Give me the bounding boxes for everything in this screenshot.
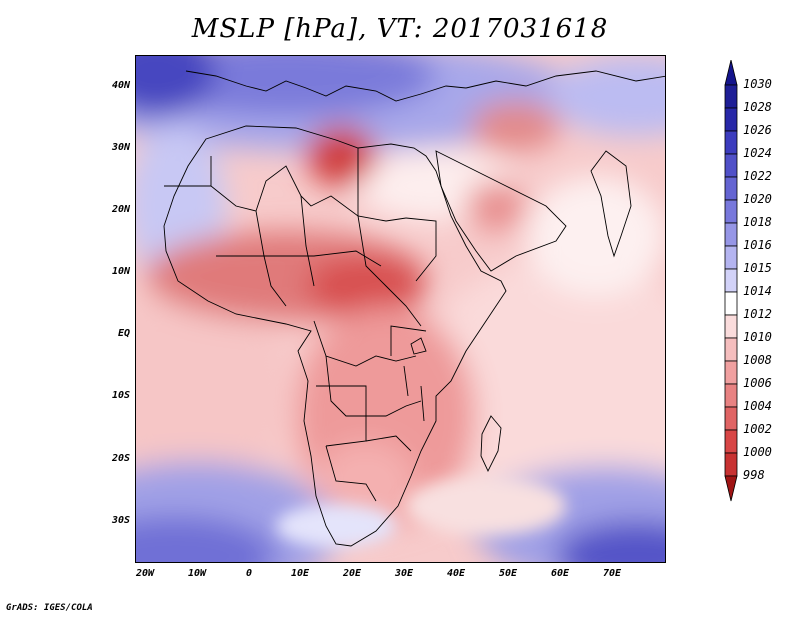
colorbar-swatch-1018 — [724, 222, 738, 247]
colorbar-label-1014: 1014 — [743, 284, 772, 298]
map-title: MSLP [hPa], VT: 2017031618 — [191, 14, 609, 44]
colorbar-swatch-1020 — [724, 199, 738, 224]
colorbar-swatch-1008 — [724, 360, 738, 385]
colorbar-label-1010: 1010 — [743, 330, 772, 344]
colorbar-label-1006: 1006 — [743, 376, 772, 390]
colorbar-swatch-1028 — [724, 107, 738, 132]
colorbar-label-1016: 1016 — [743, 238, 772, 252]
lat-label-10s: 10S — [111, 390, 130, 401]
lat-label-10n: 10N — [111, 266, 130, 277]
colorbar-swatch-1016 — [724, 245, 738, 270]
lon-label-0: 0 — [245, 568, 253, 579]
colorbar-swatch-1010 — [724, 337, 738, 362]
lon-label-20e: 20E — [342, 568, 362, 579]
colorbar-swatch-1022 — [724, 176, 738, 201]
colorbar-label-1022: 1022 — [743, 169, 772, 183]
colorbar-label-1018: 1018 — [743, 215, 772, 229]
lon-label-30e: 30E — [394, 568, 414, 579]
lat-label-20n: 20N — [111, 204, 130, 215]
colorbar-label-1028: 1028 — [743, 100, 772, 114]
lat-label-30s: 30S — [111, 515, 130, 526]
pressure-map — [135, 55, 666, 563]
colorbar-swatch-1006 — [724, 383, 738, 408]
colorbar-label-1000: 1000 — [743, 445, 772, 459]
coastlines — [163, 70, 665, 547]
lat-label-20s: 20S — [111, 453, 130, 464]
colorbar-label-1024: 1024 — [743, 146, 772, 160]
lon-label-50e: 50E — [498, 568, 518, 579]
colorbar-swatch-1012 — [724, 314, 738, 339]
lon-label-10w: 10W — [187, 568, 207, 579]
colorbar-swatch-1000 — [724, 452, 738, 477]
lon-label-70e: 70E — [602, 568, 622, 579]
colorbar-swatch-1015 — [724, 268, 738, 293]
lon-label-10e: 10E — [290, 568, 310, 579]
lon-label-20w: 20W — [135, 568, 155, 579]
colorbar-label-1020: 1020 — [743, 192, 772, 206]
grads-credit: GrADS: IGES/COLA — [6, 603, 93, 613]
colorbar-swatch-1002 — [724, 429, 738, 454]
colorbar-bottom-arrow — [724, 475, 738, 502]
colorbar-label-1012: 1012 — [743, 307, 772, 321]
map-canvas — [136, 56, 665, 562]
pressure-field — [136, 56, 665, 562]
lon-label-60e: 60E — [550, 568, 570, 579]
colorbar-label-1004: 1004 — [743, 399, 772, 413]
colorbar-label-998: 998 — [743, 468, 765, 482]
lat-label-40n: 40N — [111, 80, 130, 91]
colorbar — [724, 60, 738, 502]
colorbar-swatch-1026 — [724, 130, 738, 155]
colorbar-label-1008: 1008 — [743, 353, 772, 367]
colorbar-label-1026: 1026 — [743, 123, 772, 137]
colorbar-swatch-1014 — [724, 291, 738, 316]
colorbar-label-1030: 1030 — [743, 77, 772, 91]
lat-label-eq: EQ — [117, 328, 130, 339]
colorbar-top-arrow — [724, 60, 738, 86]
lat-label-30n: 30N — [111, 142, 130, 153]
colorbar-swatch-1030 — [724, 84, 738, 109]
colorbar-label-1002: 1002 — [743, 422, 772, 436]
lon-label-40e: 40E — [446, 568, 466, 579]
colorbar-swatch-1004 — [724, 406, 738, 431]
colorbar-swatch-1024 — [724, 153, 738, 178]
colorbar-label-1015: 1015 — [743, 261, 772, 275]
